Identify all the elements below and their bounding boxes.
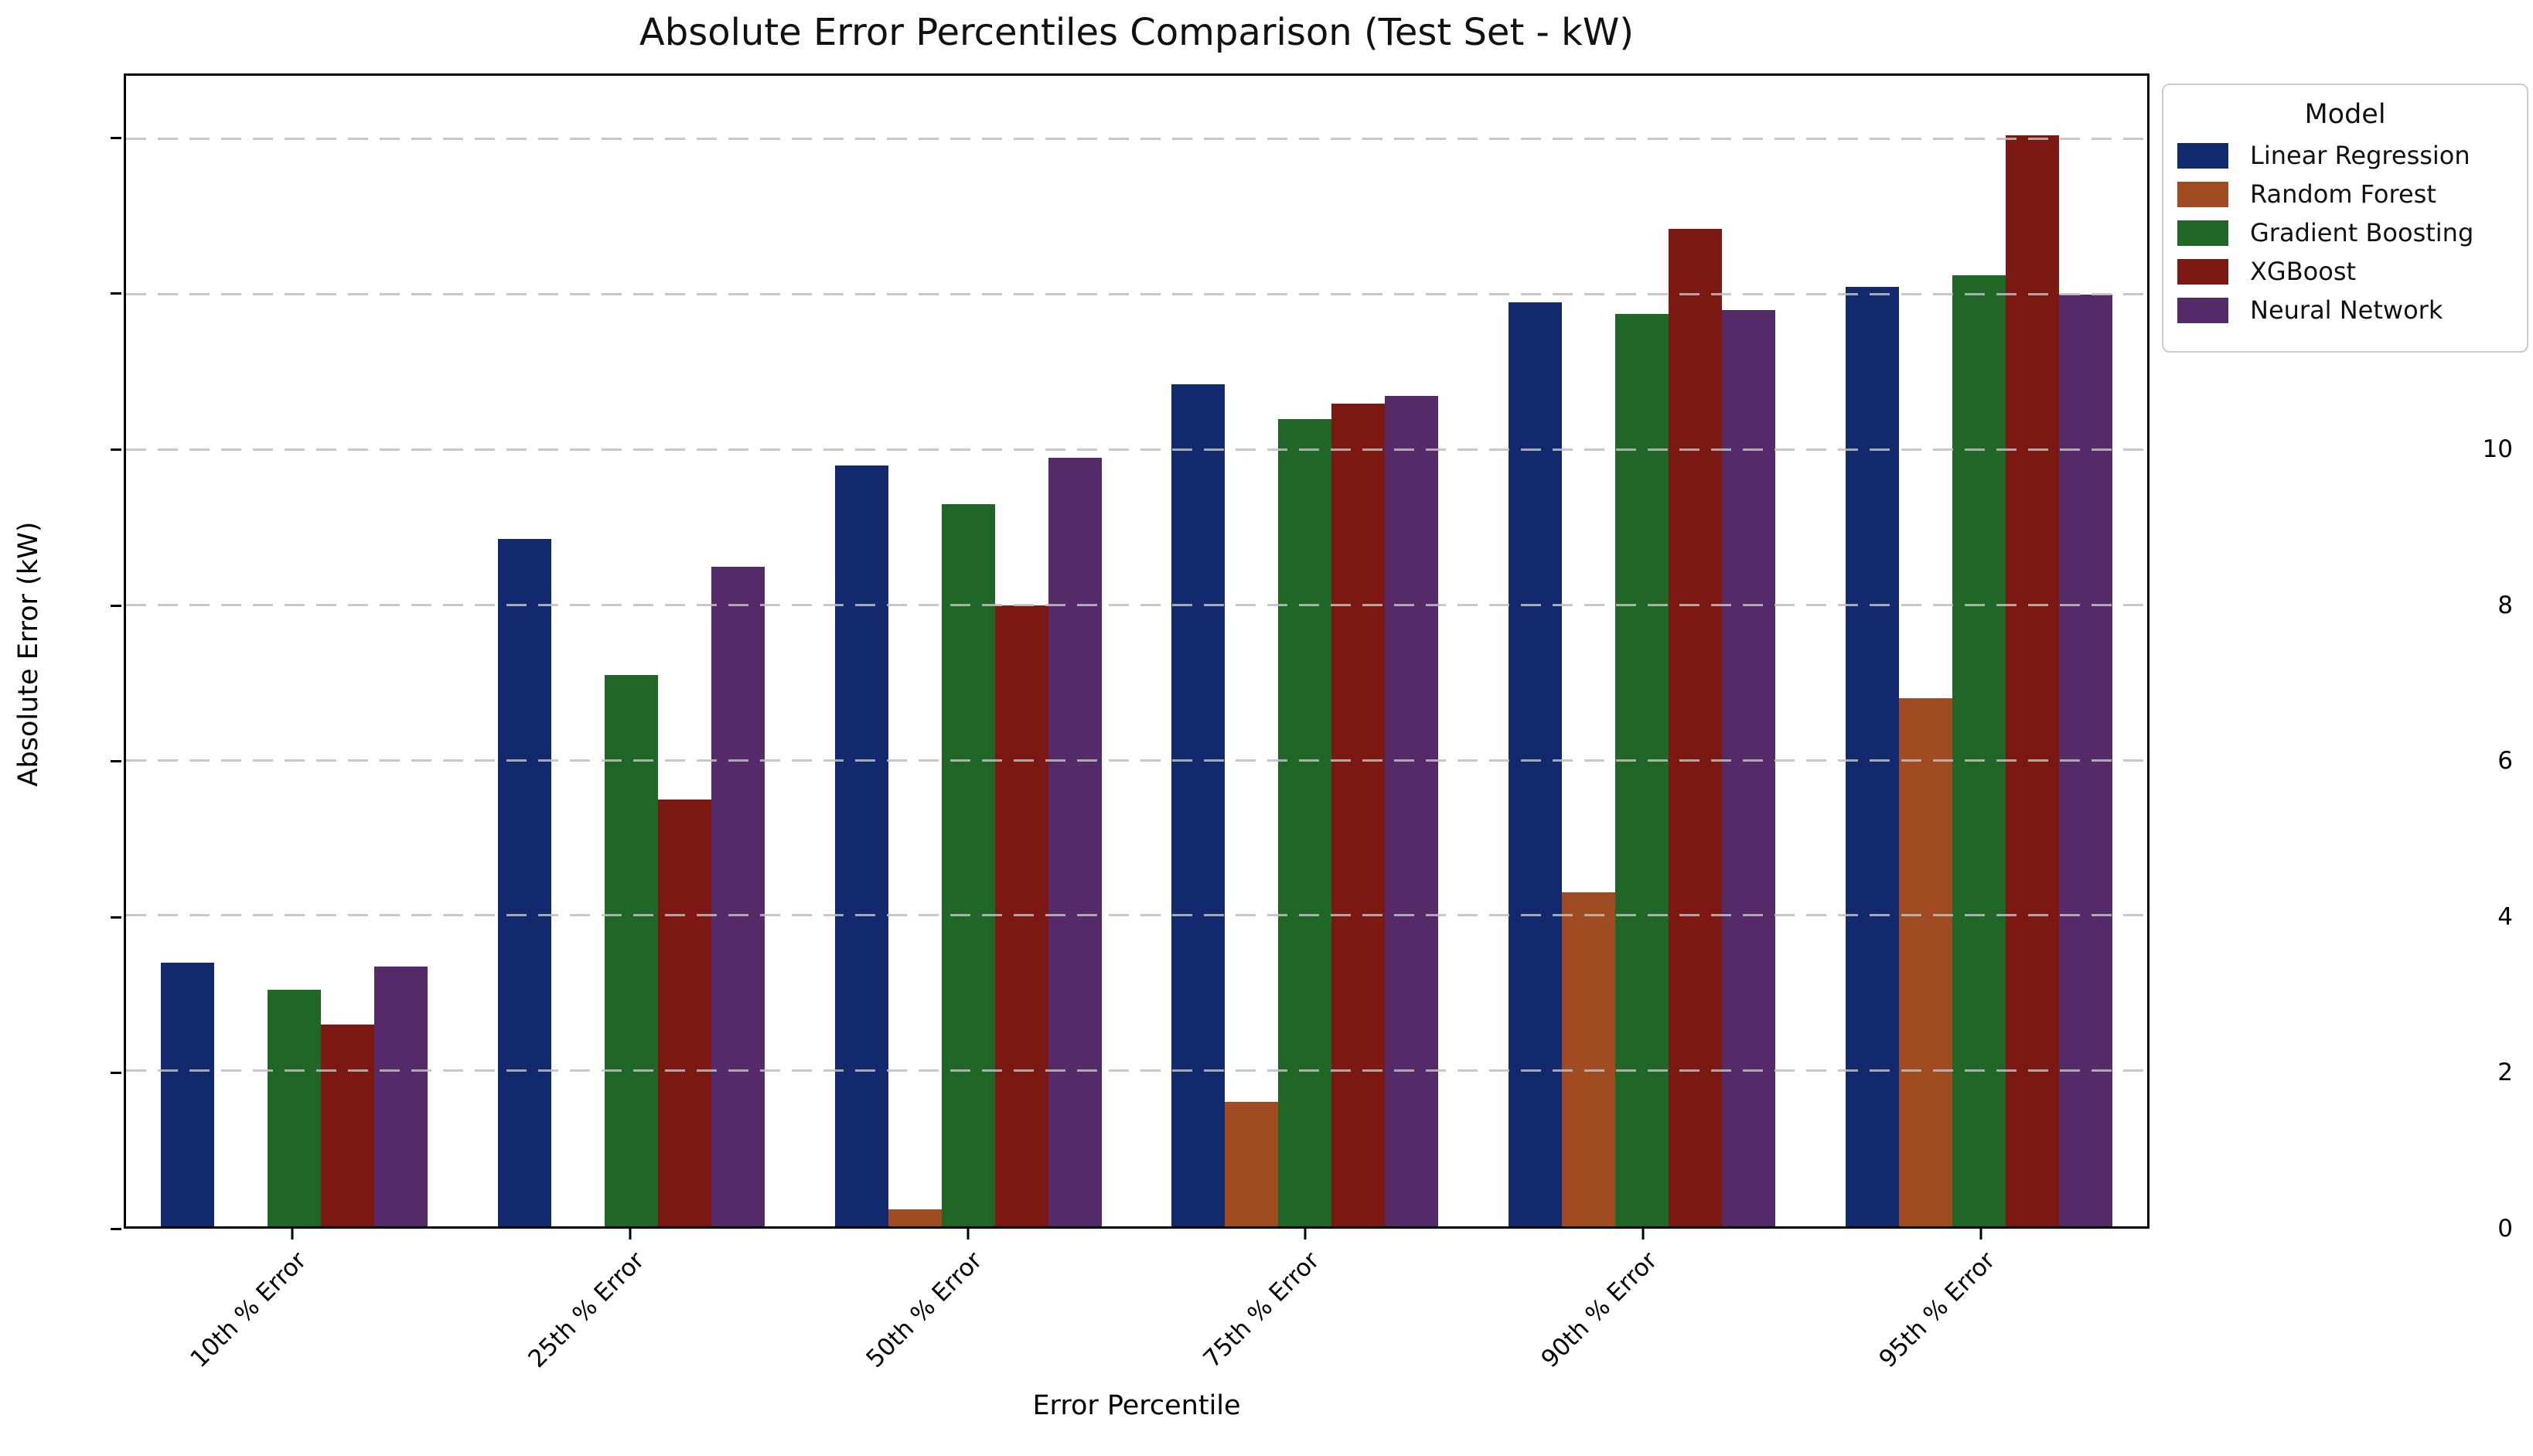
x-tick-mark bbox=[629, 1229, 632, 1239]
y-tick-mark bbox=[111, 1072, 121, 1075]
x-tick-mark bbox=[1304, 1229, 1307, 1239]
chart-title: Absolute Error Percentiles Comparison (T… bbox=[639, 11, 1635, 54]
bar bbox=[498, 539, 551, 1226]
bar bbox=[1278, 418, 1332, 1226]
legend-label: Random Forest bbox=[2250, 179, 2436, 209]
bar bbox=[658, 799, 711, 1226]
y-tick-mark bbox=[111, 916, 121, 919]
legend-entry: Linear Regression bbox=[2177, 141, 2513, 170]
legend-entry: Neural Network bbox=[2177, 295, 2513, 325]
plot-area bbox=[124, 73, 2149, 1229]
bar bbox=[834, 465, 888, 1226]
legend-swatch bbox=[2177, 297, 2228, 323]
bar bbox=[374, 966, 428, 1226]
x-tick-mark bbox=[966, 1229, 970, 1239]
bar bbox=[994, 605, 1048, 1226]
bar bbox=[605, 675, 658, 1226]
x-tick-label: 75th % Error bbox=[1198, 1246, 1325, 1374]
x-tick-mark bbox=[1642, 1229, 1645, 1239]
bar bbox=[1898, 698, 1952, 1226]
legend-label: Linear Regression bbox=[2250, 141, 2470, 170]
legend-swatch bbox=[2177, 181, 2228, 207]
legend-entry: XGBoost bbox=[2177, 257, 2513, 286]
x-tick-label: 50th % Error bbox=[861, 1246, 988, 1374]
legend-entry: Random Forest bbox=[2177, 179, 2513, 209]
bar bbox=[1845, 287, 1899, 1226]
bar bbox=[2058, 295, 2112, 1226]
bar bbox=[2005, 135, 2059, 1226]
bar bbox=[888, 1209, 942, 1226]
legend-label: Neural Network bbox=[2250, 295, 2443, 325]
bar-group-50th bbox=[799, 76, 1137, 1226]
legend-swatch bbox=[2177, 220, 2228, 246]
y-tick-label: 8 bbox=[2497, 591, 2513, 619]
bar-group-75th bbox=[1137, 76, 1474, 1226]
legend-entry: Gradient Boosting bbox=[2177, 218, 2513, 247]
y-tick-label: 6 bbox=[2497, 747, 2513, 776]
bar bbox=[1385, 395, 1439, 1226]
bar bbox=[321, 1024, 375, 1226]
y-tick-mark bbox=[111, 292, 121, 295]
bar bbox=[1225, 1102, 1279, 1226]
bar bbox=[1615, 314, 1669, 1226]
bar bbox=[268, 989, 322, 1226]
bar bbox=[1509, 302, 1563, 1226]
y-tick-mark bbox=[111, 136, 121, 139]
x-tick-label: 95th % Error bbox=[1873, 1246, 2001, 1374]
bar-group-10th bbox=[126, 76, 463, 1226]
x-tick-label: 10th % Error bbox=[185, 1246, 312, 1374]
bar-group-95th bbox=[1810, 76, 2147, 1226]
bar-group-25th bbox=[463, 76, 800, 1226]
x-tick-label: 25th % Error bbox=[523, 1246, 650, 1374]
legend-label: Gradient Boosting bbox=[2250, 218, 2474, 247]
bar bbox=[1952, 275, 2006, 1226]
bar bbox=[711, 566, 765, 1226]
y-tick-mark bbox=[111, 448, 121, 451]
bar bbox=[1048, 458, 1102, 1226]
y-tick-mark bbox=[111, 604, 121, 607]
legend-title: Model bbox=[2304, 99, 2386, 130]
y-tick-label: 2 bbox=[2497, 1059, 2513, 1087]
bar bbox=[941, 504, 995, 1226]
y-tick-label: 4 bbox=[2497, 902, 2513, 931]
bar bbox=[1331, 403, 1386, 1226]
y-axis-label: Absolute Error (kW) bbox=[13, 521, 44, 787]
y-tick-mark bbox=[111, 760, 121, 763]
bar bbox=[1562, 892, 1616, 1226]
y-tick-label: 0 bbox=[2497, 1215, 2513, 1243]
bar bbox=[161, 962, 215, 1226]
x-tick-mark bbox=[291, 1229, 294, 1239]
legend-label: XGBoost bbox=[2250, 257, 2357, 286]
x-tick-mark bbox=[1979, 1229, 1982, 1239]
legend-swatch bbox=[2177, 258, 2228, 285]
legend-swatch bbox=[2177, 142, 2228, 169]
x-tick-label: 90th % Error bbox=[1536, 1246, 1663, 1374]
bar bbox=[1171, 384, 1226, 1226]
bars-layer bbox=[126, 76, 2147, 1226]
y-tick-mark bbox=[111, 1228, 121, 1230]
bar bbox=[1669, 228, 1723, 1226]
legend: Model Linear Regression Random Forest Grad… bbox=[2162, 84, 2528, 353]
bar-group-90th bbox=[1474, 76, 1811, 1226]
x-axis-label: Error Percentile bbox=[1032, 1390, 1241, 1421]
bar bbox=[1722, 310, 1776, 1226]
y-tick-label: 10 bbox=[2482, 435, 2513, 463]
legend-entries: Linear Regression Random Forest Gradient B… bbox=[2177, 141, 2513, 325]
